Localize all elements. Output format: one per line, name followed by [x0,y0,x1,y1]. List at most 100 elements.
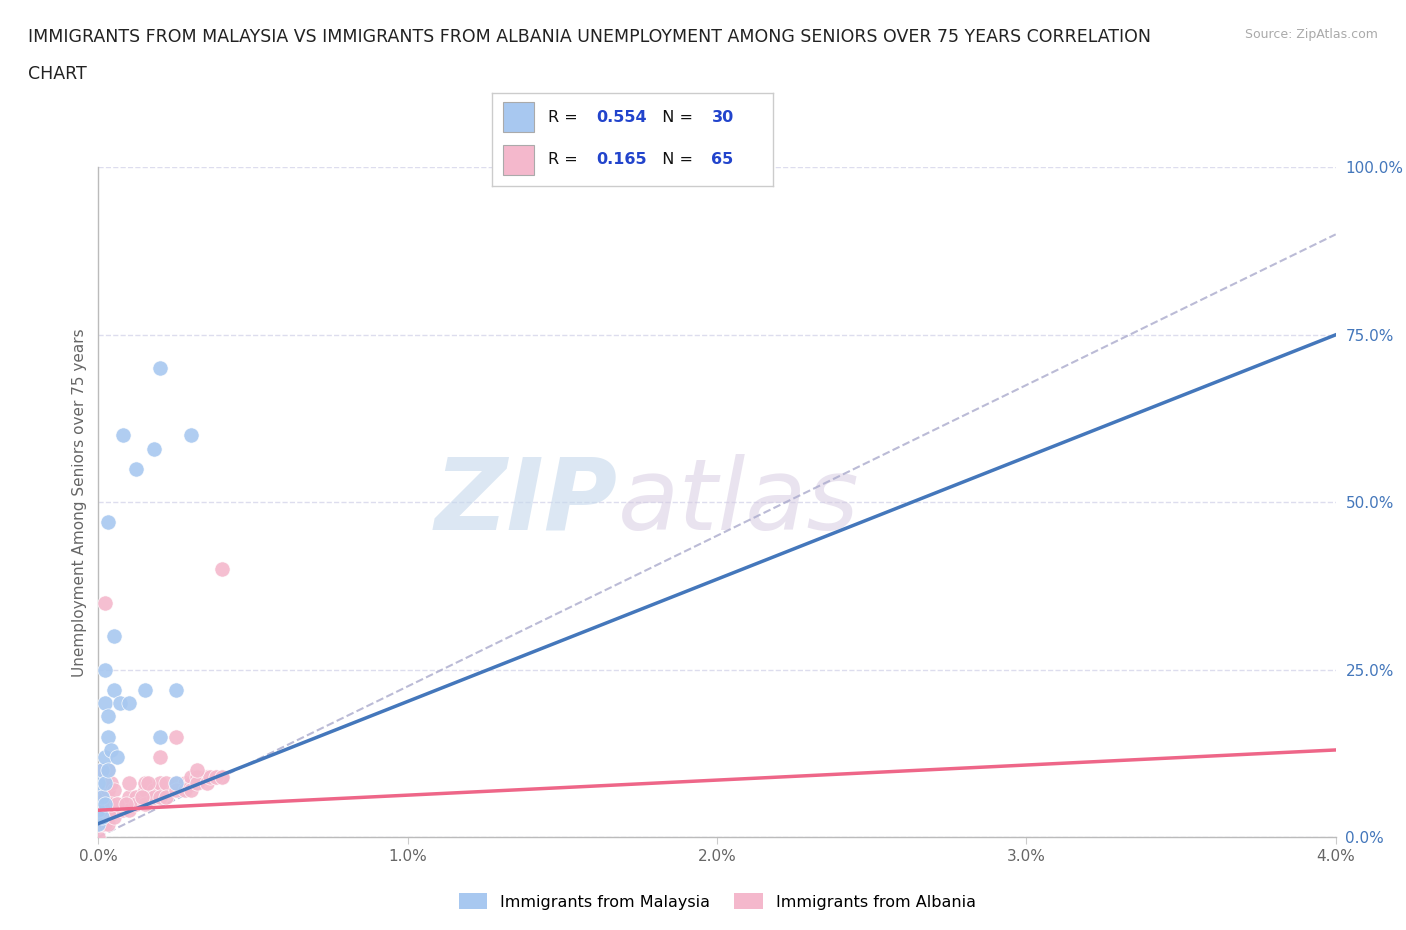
Point [131,790,153,804]
Point [124,790,146,804]
Point [97,803,120,817]
Point [100,776,122,790]
Point [165,783,187,798]
Text: ZIP: ZIP [434,454,619,551]
Point [93,796,115,811]
Point [205,769,228,784]
Point [112,796,135,811]
Point [87,803,110,817]
Point [108,796,131,811]
Point [100,796,122,811]
Point [149,783,172,798]
Point [134,783,156,798]
Text: IMMIGRANTS FROM MALAYSIA VS IMMIGRANTS FROM ALBANIA UNEMPLOYMENT AMONG SENIORS O: IMMIGRANTS FROM MALAYSIA VS IMMIGRANTS F… [28,28,1152,46]
Point [143,441,166,456]
Point [118,803,141,817]
Point [97,709,120,724]
Point [112,803,135,817]
Point [180,776,202,790]
Point [103,783,125,798]
Text: N =: N = [652,153,699,167]
Point [155,776,177,790]
Point [87,817,110,831]
Point [103,803,125,817]
Point [103,683,125,698]
Point [118,696,141,711]
Point [87,830,110,844]
Point [195,769,218,784]
Point [165,776,187,790]
Point [134,796,156,811]
Point [136,776,159,790]
Text: 0.165: 0.165 [596,153,647,167]
Text: 0.554: 0.554 [596,110,647,125]
Point [195,776,218,790]
Point [198,769,221,784]
Point [205,769,228,784]
Point [180,783,202,798]
Point [165,776,187,790]
Point [124,461,146,476]
Point [97,763,120,777]
Point [93,595,115,610]
Text: Source: ZipAtlas.com: Source: ZipAtlas.com [1244,28,1378,41]
Point [105,750,128,764]
Text: 65: 65 [711,153,734,167]
Text: N =: N = [652,110,699,125]
Point [143,790,166,804]
Text: 30: 30 [711,110,734,125]
Point [97,515,120,530]
Point [115,796,138,811]
Bar [503,102,534,132]
Point [90,809,112,824]
Point [186,769,208,784]
Point [90,817,112,831]
Point [97,763,120,777]
Text: R =: R = [548,110,583,125]
Point [211,769,233,784]
Point [112,428,135,443]
Point [100,803,122,817]
Point [93,662,115,677]
Point [90,790,112,804]
Point [90,790,112,804]
Point [93,776,115,790]
Point [105,796,128,811]
Point [87,817,110,831]
Point [90,763,112,777]
Point [195,769,218,784]
Point [97,817,120,831]
Point [93,750,115,764]
Point [97,783,120,798]
Point [134,776,156,790]
Point [97,729,120,744]
Point [174,783,197,798]
Point [93,809,115,824]
Point [165,683,187,698]
Point [103,809,125,824]
Point [186,763,208,777]
Point [165,729,187,744]
Point [118,776,141,790]
Point [87,776,110,790]
Y-axis label: Unemployment Among Seniors over 75 years: Unemployment Among Seniors over 75 years [72,328,87,676]
Point [87,796,110,811]
Text: atlas: atlas [619,454,859,551]
Point [100,742,122,757]
Point [149,790,172,804]
Point [93,696,115,711]
Point [211,769,233,784]
Point [149,776,172,790]
Point [118,790,141,804]
Point [186,776,208,790]
Point [155,790,177,804]
Point [90,763,112,777]
Point [180,428,202,443]
Point [103,629,125,644]
Point [134,683,156,698]
Legend: Immigrants from Malaysia, Immigrants from Albania: Immigrants from Malaysia, Immigrants fro… [453,886,981,916]
Point [93,790,115,804]
Point [149,361,172,376]
Point [124,796,146,811]
Point [149,729,172,744]
